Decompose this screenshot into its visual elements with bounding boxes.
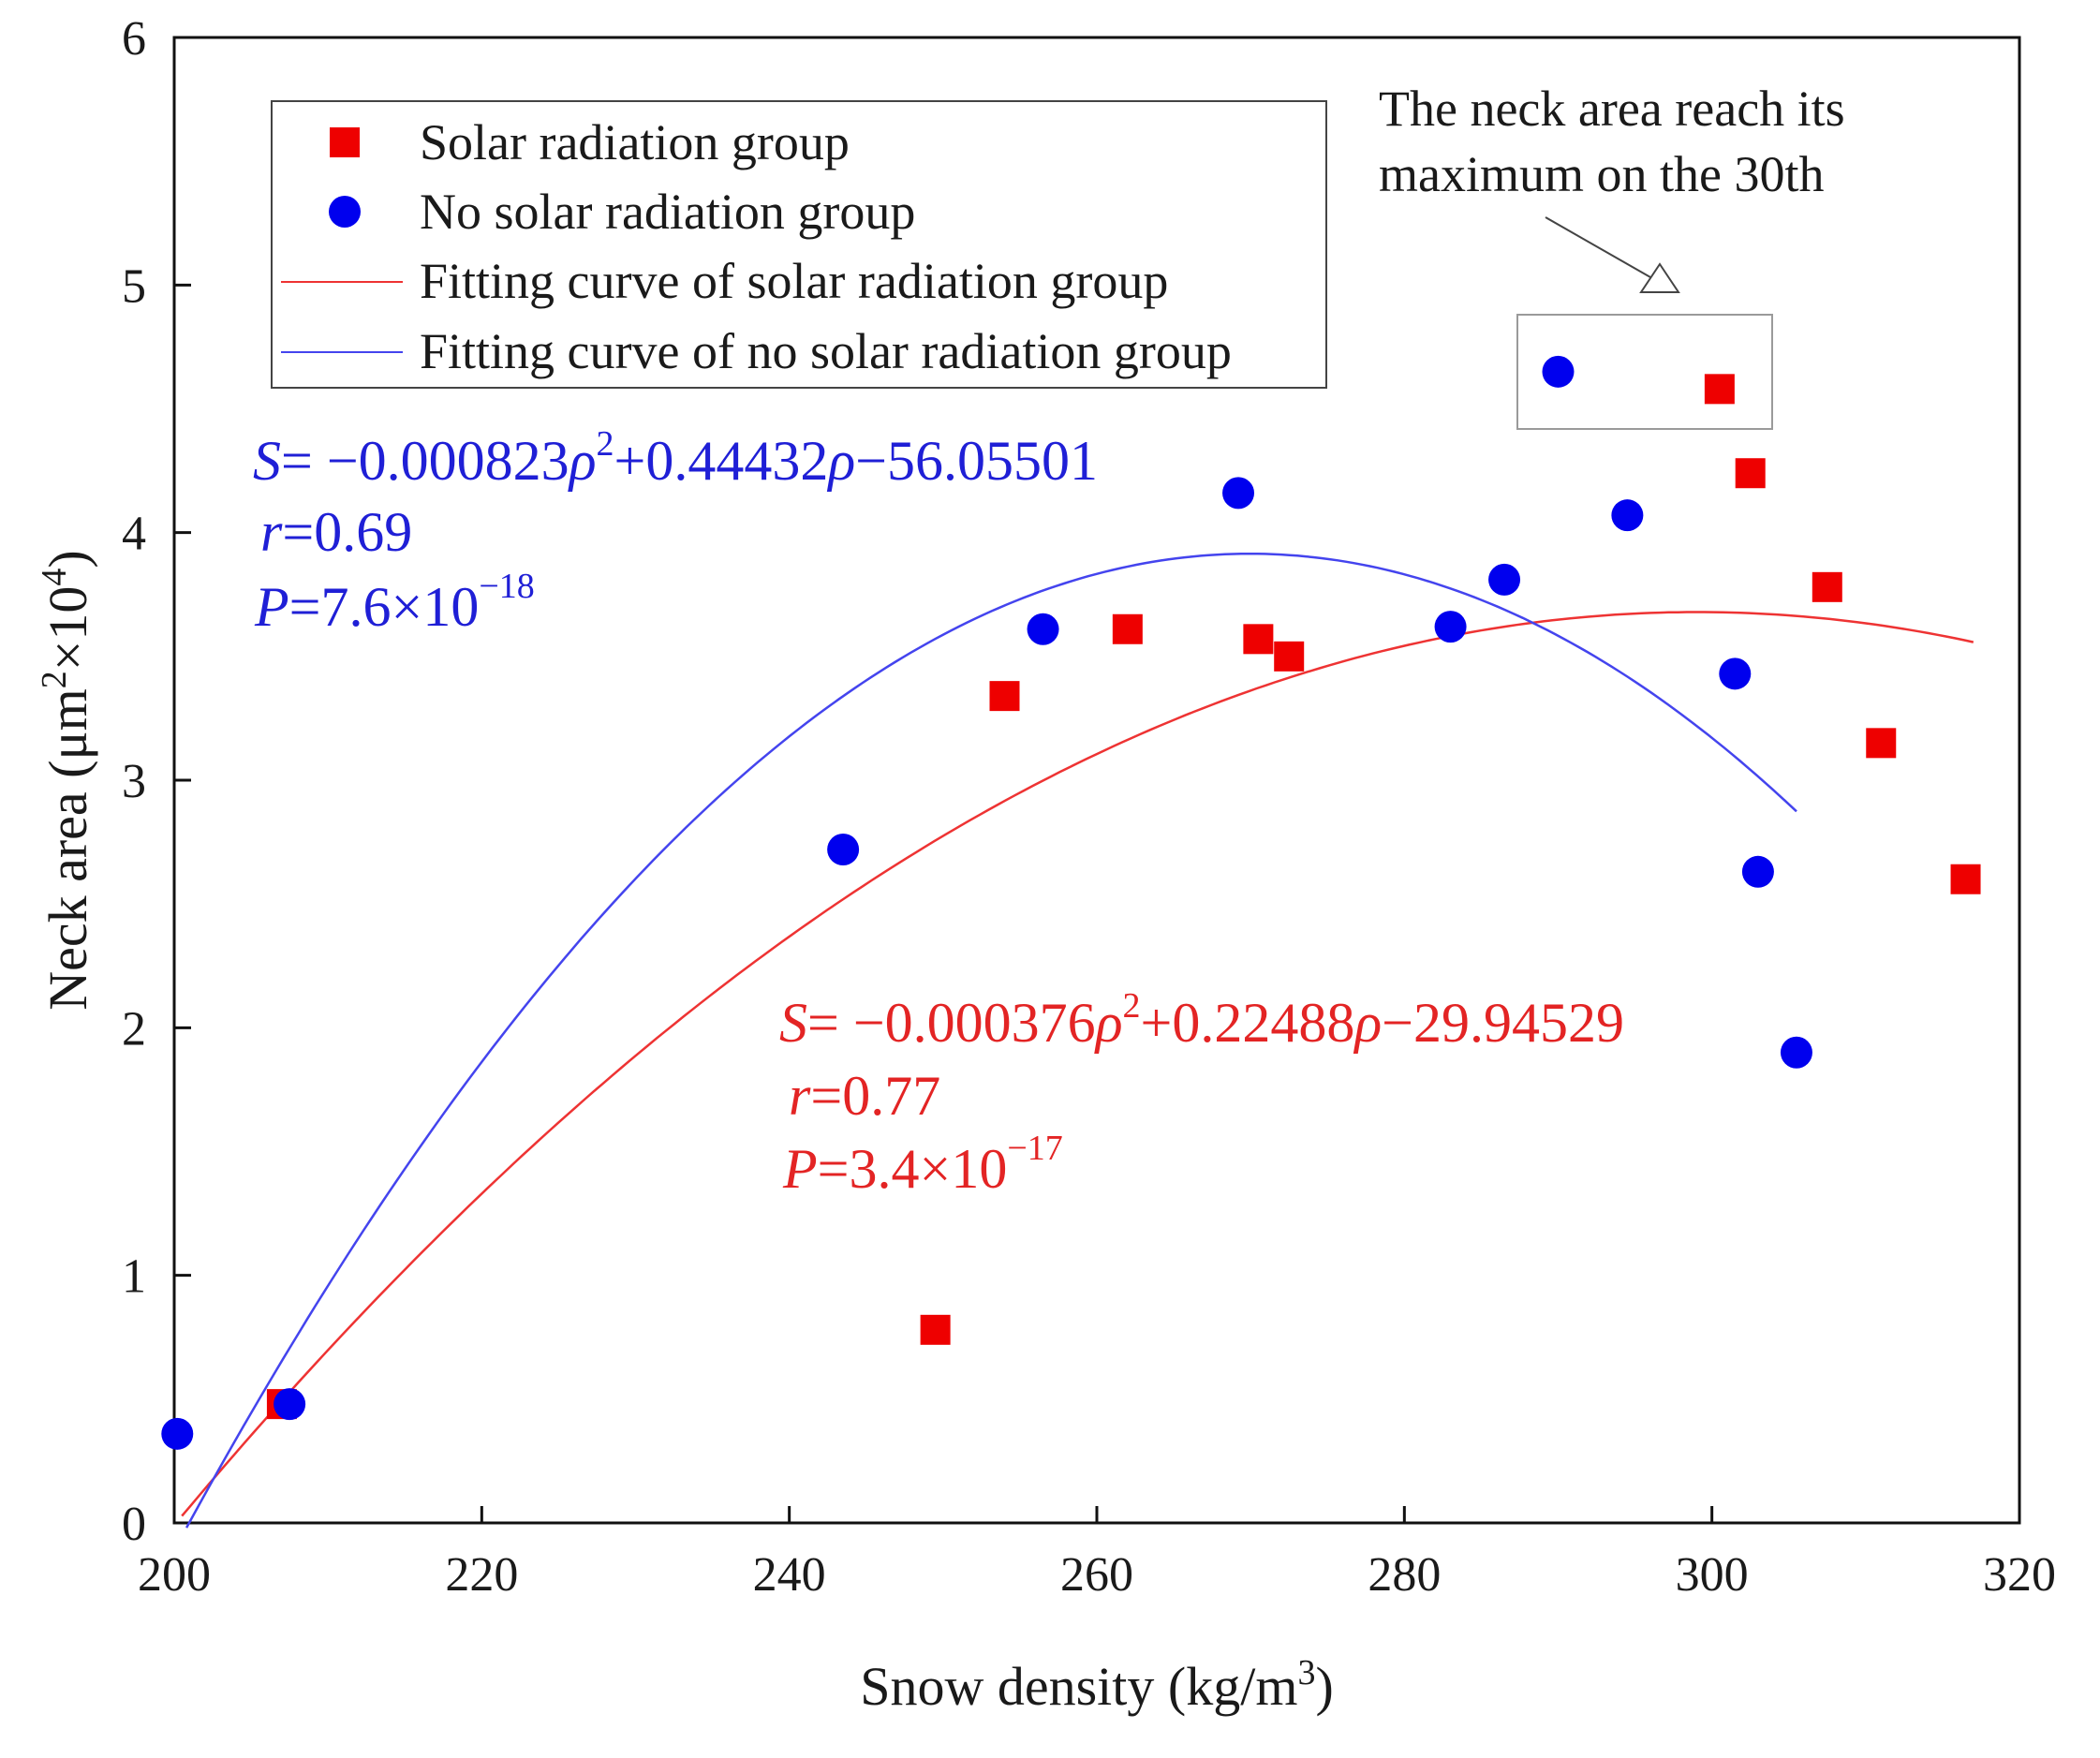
equation-solar-p: P=3.4×10−17	[782, 1129, 1063, 1200]
solar-point-5	[1274, 641, 1305, 672]
y-axis-title: Neck area (μm2×104)	[35, 550, 98, 1011]
solar-point-8	[1812, 571, 1842, 602]
solar-point-7	[1735, 458, 1766, 489]
annotation-line-1: The neck area reach its	[1379, 81, 1845, 137]
y-tick-label-4: 4	[122, 508, 146, 561]
y-tick-label-3: 3	[122, 755, 146, 808]
equation-nosolar-r: r=0.69	[260, 501, 412, 563]
nosolar-point-11	[1780, 1036, 1812, 1069]
solar-point-10	[1950, 864, 1981, 894]
solar-point-9	[1866, 728, 1897, 759]
legend-solar-marker	[330, 127, 360, 157]
equation-nosolar-p: P=7.6×10−18	[254, 567, 535, 638]
legend-box	[271, 100, 1327, 389]
x-tick-label-2: 240	[753, 1548, 826, 1602]
x-tick-label-1: 220	[445, 1548, 518, 1602]
nosolar-point-7	[1542, 355, 1575, 388]
nosolar-point-0	[161, 1417, 194, 1450]
annotation-line-2: maximum on the 30th	[1379, 146, 1824, 202]
y-tick-label-6: 6	[122, 12, 146, 66]
nosolar-point-6	[1488, 563, 1521, 596]
solar-point-6	[1704, 374, 1735, 405]
fit-curve-solar	[181, 611, 1974, 1517]
x-tick-label-0: 200	[138, 1548, 211, 1602]
solar-point-3	[1112, 613, 1143, 644]
nosolar-point-3	[1027, 613, 1059, 645]
equation-nosolar-formula: S= −0.000823ρ2+0.44432ρ−56.05501	[253, 424, 1098, 492]
nosolar-point-2	[827, 834, 860, 866]
fit-curve-nosolar	[185, 552, 1797, 1529]
x-tick-label-4: 280	[1368, 1548, 1441, 1602]
x-axis-title: Snow density (kg/m3)	[860, 1653, 1334, 1717]
nosolar-point-5	[1434, 611, 1467, 643]
legend: Solar radiation group No solar radiation…	[271, 100, 1327, 389]
nosolar-point-10	[1741, 855, 1774, 888]
y-tick-label-2: 2	[122, 1002, 146, 1056]
annotation-leader	[1545, 216, 1651, 278]
solar-point-2	[989, 681, 1020, 712]
equation-solar: S= −0.000376ρ2+0.22488ρ−29.94529 r=0.77 …	[779, 986, 1624, 1200]
equation-solar-r: r=0.77	[789, 1065, 940, 1127]
annotation-highlight-box	[1516, 314, 1773, 430]
y-tick-label-1: 1	[122, 1250, 146, 1304]
legend-solar-fit-label: Fitting curve of solar radiation group	[420, 253, 1168, 309]
y-tick-label-5: 5	[122, 259, 146, 313]
x-tick-label-6: 320	[1983, 1548, 2056, 1602]
x-tick-label-3: 260	[1060, 1548, 1133, 1602]
y-axis-ticks: 0 1 2 3 4 5 6	[122, 12, 191, 1551]
y-tick-label-0: 0	[122, 1498, 146, 1551]
solar-point-4	[1243, 624, 1274, 655]
nosolar-point-1	[274, 1388, 306, 1421]
legend-solar-label: Solar radiation group	[420, 114, 850, 170]
annotation: The neck area reach its maximum on the 3…	[1379, 81, 1845, 430]
legend-nosolar-marker	[329, 196, 361, 228]
annotation-arrow-icon	[1639, 262, 1680, 293]
solar-point-1	[920, 1314, 951, 1345]
nosolar-point-8	[1611, 499, 1644, 532]
legend-nosolar-fit-label: Fitting curve of no solar radiation grou…	[420, 323, 1232, 379]
legend-nosolar-label: No solar radiation group	[420, 184, 915, 240]
x-axis-ticks: 200 220 240 260 280 300 320	[138, 1506, 2056, 1602]
nosolar-point-9	[1719, 657, 1752, 690]
data-points	[161, 355, 1981, 1450]
x-tick-label-5: 300	[1676, 1548, 1749, 1602]
equation-solar-formula: S= −0.000376ρ2+0.22488ρ−29.94529	[779, 986, 1624, 1054]
nosolar-point-4	[1222, 477, 1255, 510]
equation-nosolar: S= −0.000823ρ2+0.44432ρ−56.05501 r=0.69 …	[253, 424, 1098, 638]
fit-curves	[181, 552, 1974, 1529]
